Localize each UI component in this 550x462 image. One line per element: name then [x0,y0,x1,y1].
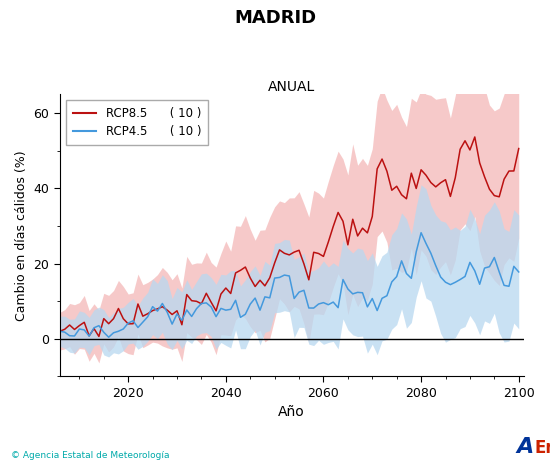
Text: A: A [516,438,534,457]
X-axis label: Año: Año [278,405,305,419]
Y-axis label: Cambio en días cálidos (%): Cambio en días cálidos (%) [15,150,28,321]
Title: ANUAL: ANUAL [268,80,315,94]
Text: Emet: Emet [535,439,550,457]
Text: MADRID: MADRID [234,9,316,27]
Text: © Agencia Estatal de Meteorología: © Agencia Estatal de Meteorología [11,451,169,460]
Legend: RCP8.5      ( 10 ), RCP4.5      ( 10 ): RCP8.5 ( 10 ), RCP4.5 ( 10 ) [66,100,208,145]
